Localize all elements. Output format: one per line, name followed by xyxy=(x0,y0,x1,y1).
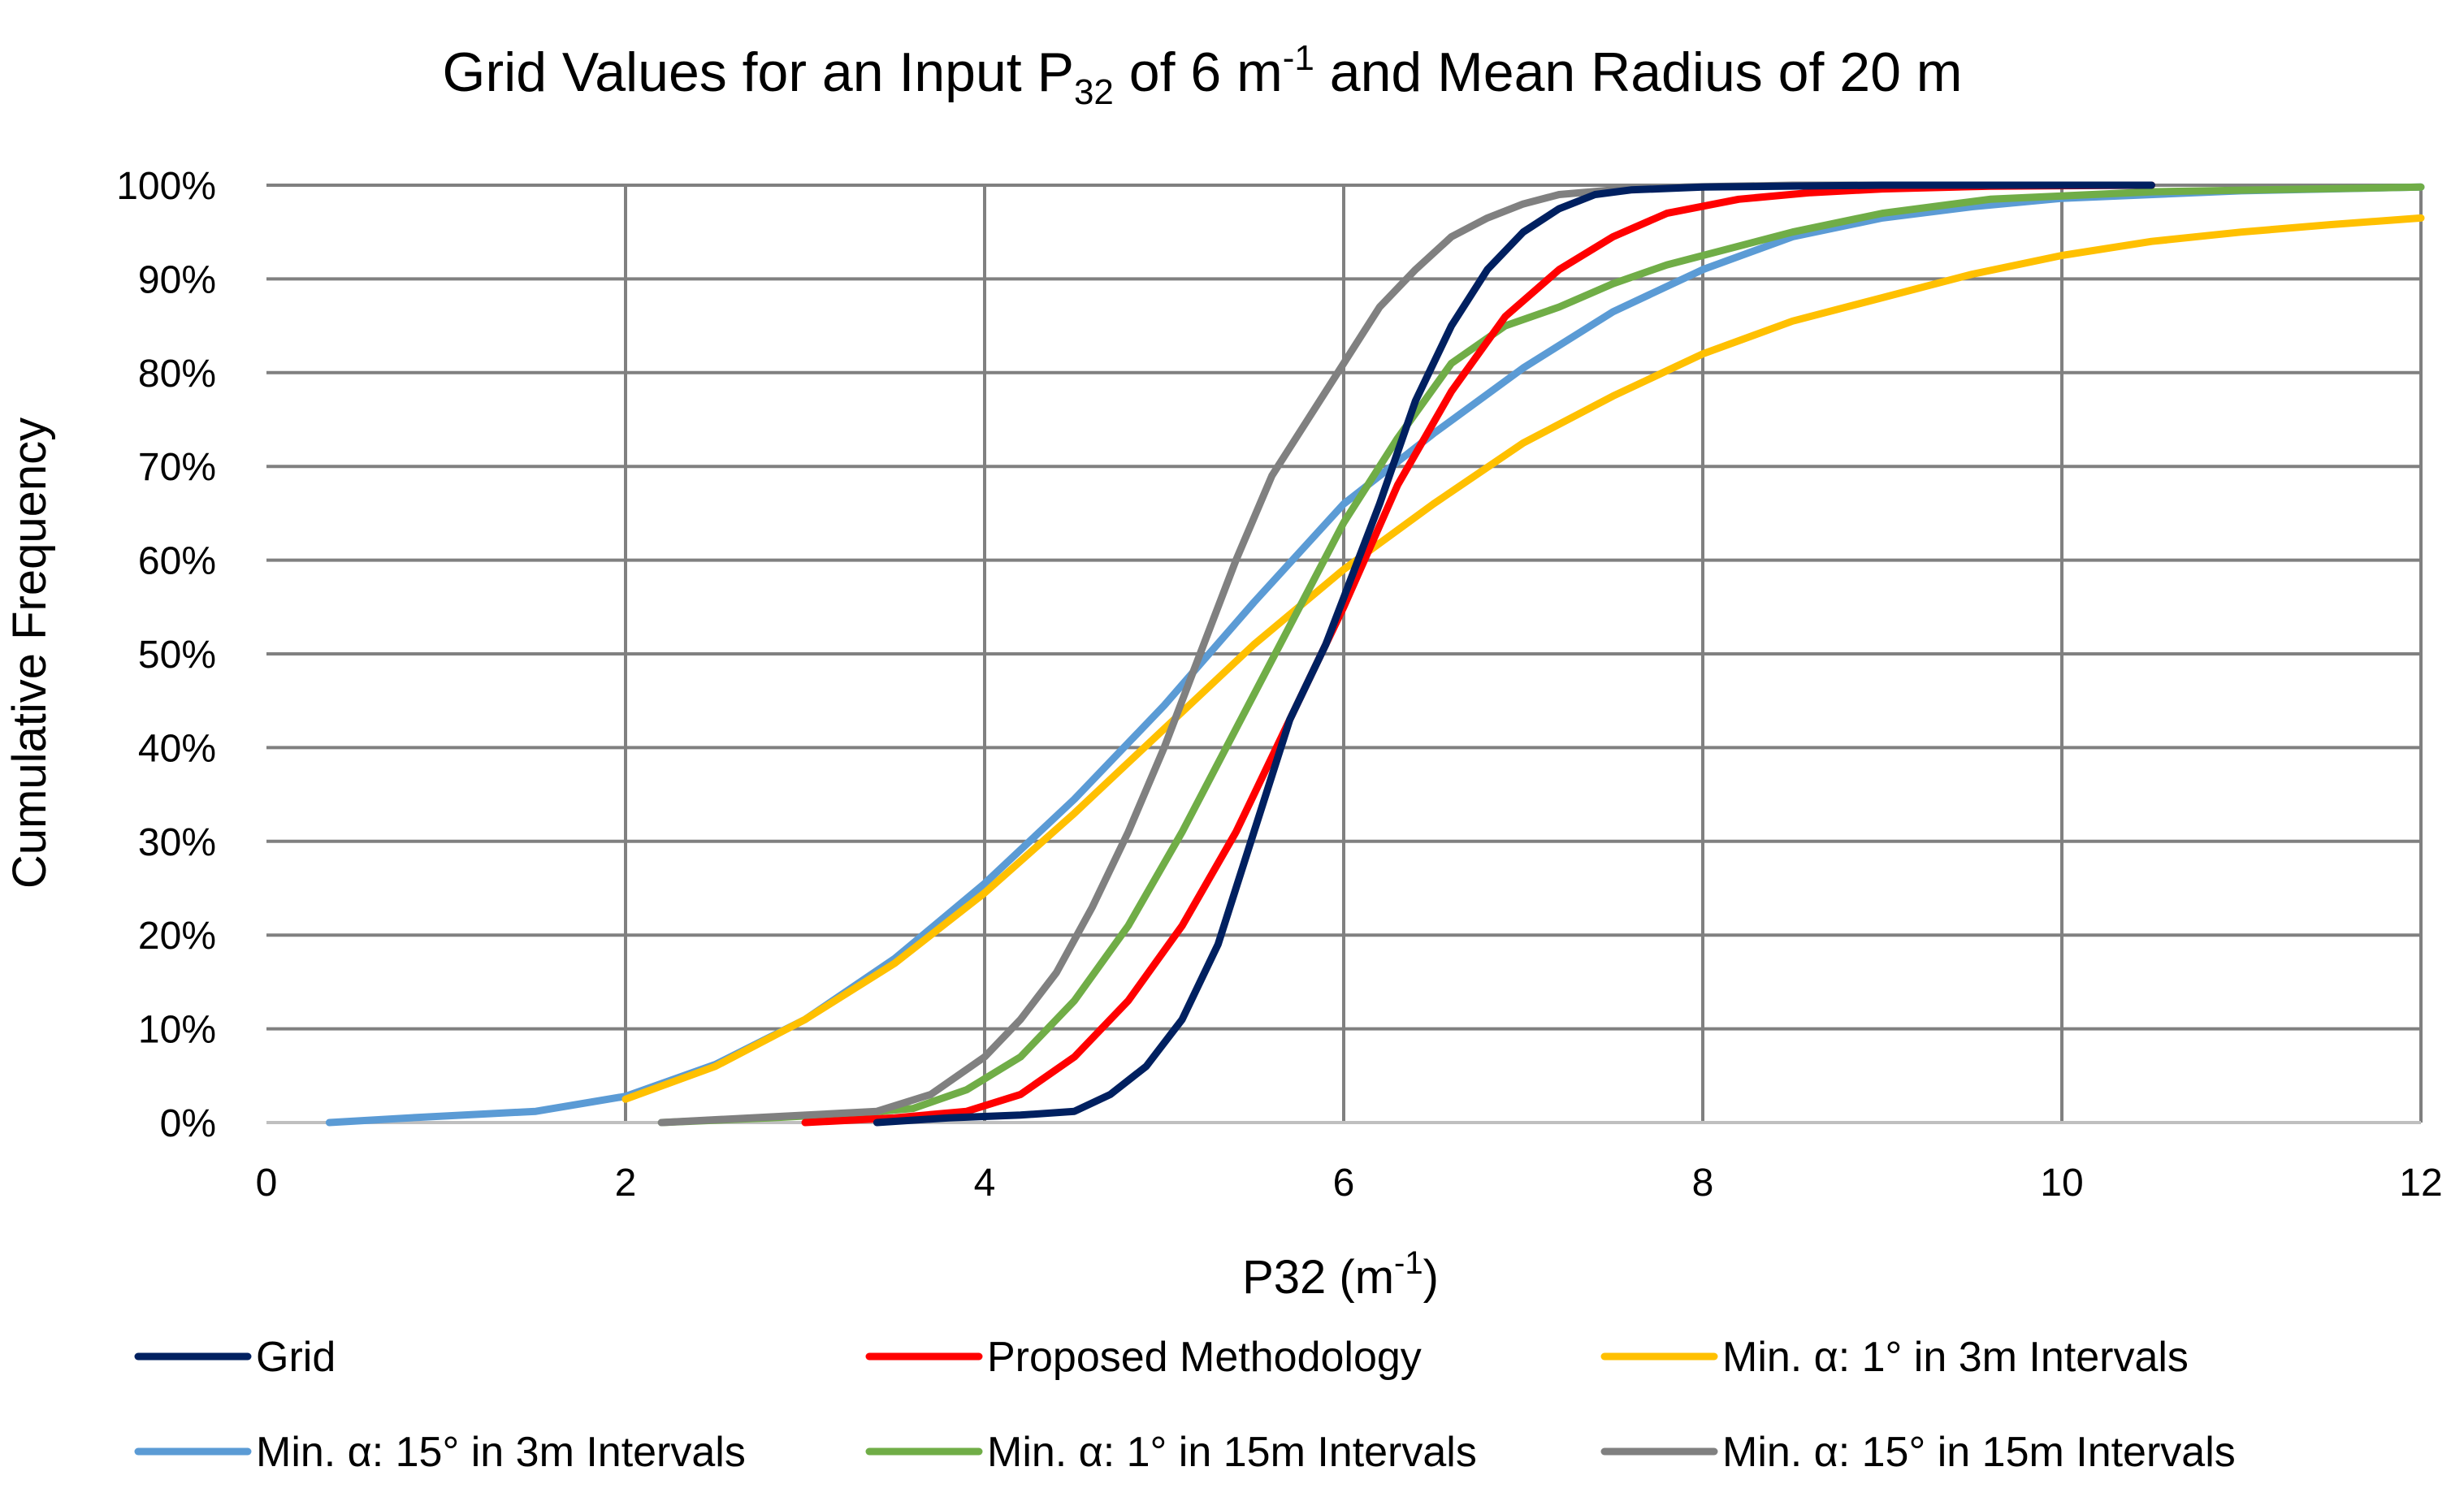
series-line-2 xyxy=(621,214,2425,1103)
y-tick-label: 60% xyxy=(138,540,216,583)
x-tick-label: 4 xyxy=(974,1162,996,1205)
x-tick-label: 2 xyxy=(615,1162,637,1205)
y-tick-label: 0% xyxy=(160,1102,216,1145)
legend-label: Min. α: 1° in 15m Intervals xyxy=(987,1429,1477,1476)
y-tick-label: 90% xyxy=(138,258,216,301)
legend: Grid Proposed Methodology Min. α: 1° in 3m… xyxy=(134,1334,2236,1476)
x-axis-title: P32 (m-1) xyxy=(1242,1245,1439,1304)
series-line-5 xyxy=(657,181,1976,1127)
legend-label: Proposed Methodology xyxy=(987,1334,1422,1381)
x-tick-label: 12 xyxy=(2399,1162,2442,1205)
series-line-0 xyxy=(873,181,2155,1127)
y-tick-label: 20% xyxy=(138,915,216,958)
x-tick-label: 0 xyxy=(256,1162,278,1205)
y-tick-label: 100% xyxy=(116,165,216,208)
y-tick-label: 30% xyxy=(138,821,216,864)
y-tick-label: 40% xyxy=(138,727,216,770)
legend-label: Grid xyxy=(256,1334,336,1381)
series-lines xyxy=(325,181,2425,1127)
x-tick-label: 8 xyxy=(1692,1162,1714,1205)
legend-label: Min. α: 1° in 3m Intervals xyxy=(1722,1334,2189,1381)
x-tick-label: 6 xyxy=(1333,1162,1355,1205)
legend-label: Min. α: 15° in 3m Intervals xyxy=(256,1429,746,1476)
series-line-1 xyxy=(801,181,2155,1127)
y-tick-label: 50% xyxy=(138,634,216,677)
y-tick-label: 70% xyxy=(138,446,216,489)
chart-title: Grid Values for an Input P32 of 6 m-1 an… xyxy=(443,38,1963,112)
gridlines xyxy=(266,184,2423,1124)
x-tick-label: 10 xyxy=(2040,1162,2083,1205)
tick-labels: 0% 10% 20% 30% 40% 50% 60% 70% 80% 90% 100% 0 2 4 6 8 10… xyxy=(116,165,2442,1205)
y-tick-label: 80% xyxy=(138,353,216,396)
y-axis-title: Cumulative Frequency xyxy=(3,418,56,889)
series-line-4 xyxy=(657,183,2425,1127)
legend-label: Min. α: 15° in 15m Intervals xyxy=(1722,1429,2236,1476)
y-tick-label: 10% xyxy=(138,1009,216,1052)
